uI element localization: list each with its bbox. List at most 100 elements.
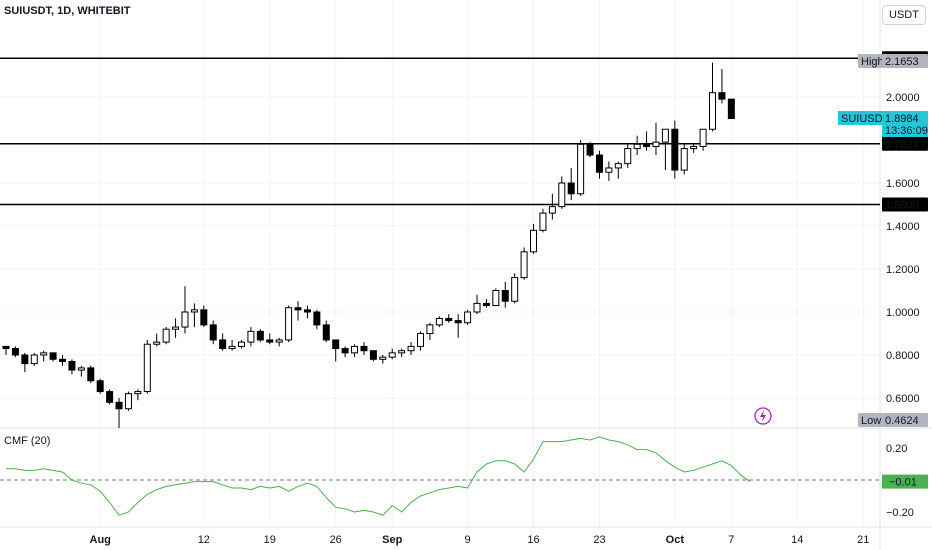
candle-body bbox=[11, 348, 19, 356]
candle-body bbox=[548, 206, 556, 214]
cmf-value-bg bbox=[882, 474, 928, 489]
time-tick-label: 23 bbox=[593, 534, 605, 546]
candle-body bbox=[190, 309, 198, 313]
candle-body bbox=[181, 311, 189, 328]
candle-body bbox=[464, 311, 472, 324]
grid bbox=[0, 0, 880, 527]
candle-body bbox=[351, 345, 359, 354]
candle-body bbox=[162, 328, 170, 343]
candle-body bbox=[21, 354, 29, 365]
candle-body bbox=[49, 352, 57, 360]
candle-body bbox=[68, 360, 76, 371]
time-tick-label: 21 bbox=[857, 534, 869, 546]
candle-body bbox=[285, 307, 293, 341]
candle-body bbox=[567, 182, 575, 195]
time-tick-label: 26 bbox=[330, 534, 342, 546]
candle-body bbox=[341, 348, 349, 354]
cmf-value-badge: −0.01 bbox=[889, 477, 917, 489]
candle-body bbox=[209, 324, 217, 341]
candle-body bbox=[435, 317, 443, 326]
candle-body bbox=[332, 339, 340, 350]
candle-body bbox=[2, 345, 10, 350]
time-tick-label: 14 bbox=[791, 534, 803, 546]
cmf-tick-label: 0.20 bbox=[886, 443, 907, 455]
time-tick-label: 16 bbox=[527, 534, 539, 546]
price-tick-label: 1.6000 bbox=[886, 178, 920, 190]
low-label-bg bbox=[858, 413, 882, 427]
candle-body bbox=[492, 290, 500, 307]
candle-body bbox=[228, 345, 236, 350]
level-badge: 1.5000 bbox=[885, 200, 919, 212]
candle-body bbox=[614, 163, 622, 169]
candle-body bbox=[511, 277, 519, 302]
candle-body bbox=[134, 391, 142, 395]
candle-body bbox=[605, 167, 613, 173]
candle-body bbox=[266, 339, 274, 343]
candle-body bbox=[690, 145, 698, 150]
cmf-tick-label: −0.20 bbox=[886, 507, 914, 519]
high-value-badge-bg bbox=[882, 54, 928, 68]
candle-body bbox=[115, 401, 123, 410]
high-label: High bbox=[861, 56, 884, 68]
currency-button[interactable]: USDT bbox=[882, 5, 926, 25]
candle-body bbox=[388, 352, 396, 358]
price-tick-label: 1.4000 bbox=[886, 221, 920, 233]
candle-body bbox=[727, 98, 735, 120]
candle-body bbox=[530, 229, 538, 253]
candle-body bbox=[87, 367, 95, 382]
candle-body bbox=[473, 302, 481, 313]
candle-body bbox=[238, 341, 245, 347]
candle-body bbox=[680, 148, 688, 171]
candle-body bbox=[482, 302, 490, 307]
high-label-bg bbox=[858, 54, 882, 68]
time-tick-label: 7 bbox=[728, 534, 734, 546]
candle-body bbox=[106, 391, 114, 403]
candle-body bbox=[445, 317, 453, 322]
price-tick-label: 0.6000 bbox=[886, 393, 920, 405]
candle-body bbox=[153, 341, 161, 345]
price-tick-label: 2.0000 bbox=[886, 92, 920, 104]
candle-body bbox=[558, 182, 566, 208]
symbol-title: SUIUSDT, 1D, WHITEBIT bbox=[4, 5, 131, 17]
candle-body bbox=[247, 330, 255, 343]
candle-body bbox=[313, 311, 321, 326]
candle-body bbox=[200, 309, 208, 326]
candle-body bbox=[577, 143, 585, 195]
candle-body bbox=[379, 356, 387, 360]
lightning-icon[interactable] bbox=[754, 407, 772, 425]
low-value-badge-bg bbox=[882, 413, 928, 427]
candle-body bbox=[360, 345, 368, 352]
candle-body bbox=[624, 148, 632, 165]
candle-body bbox=[124, 393, 132, 410]
price-tick-label: 1.2000 bbox=[886, 264, 920, 276]
candle-body bbox=[652, 141, 660, 147]
candle-body bbox=[595, 154, 603, 173]
time-tick-label: 19 bbox=[264, 534, 276, 546]
cmf-series-line bbox=[6, 436, 751, 516]
price-tick-label: 1.0000 bbox=[886, 307, 920, 319]
candle-body bbox=[275, 339, 283, 343]
price-tick-label: 0.8000 bbox=[886, 350, 920, 362]
last-price-symbol: SUIUSDT bbox=[841, 113, 890, 125]
candle-body bbox=[643, 143, 651, 147]
candle-body bbox=[671, 128, 679, 171]
candle-body bbox=[219, 339, 227, 350]
candle-body bbox=[143, 343, 151, 393]
candle-body bbox=[718, 92, 726, 100]
time-tick-label: 12 bbox=[198, 534, 210, 546]
time-tick-label: Aug bbox=[90, 534, 111, 546]
candle-body bbox=[398, 350, 406, 354]
bar-countdown: 13:36:09 bbox=[885, 125, 928, 137]
candle-body bbox=[586, 143, 594, 156]
candle-body bbox=[520, 251, 528, 279]
time-tick-label: 9 bbox=[465, 534, 471, 546]
candle-body bbox=[172, 326, 180, 330]
candle-body bbox=[30, 354, 38, 365]
candle-body bbox=[407, 345, 415, 352]
cmf-indicator-title[interactable]: CMF (20) bbox=[4, 435, 51, 447]
candle-body bbox=[369, 350, 377, 360]
candle-body bbox=[59, 358, 67, 362]
time-tick-label: Oct bbox=[666, 534, 685, 546]
last-price-value: 1.8984 bbox=[885, 113, 919, 125]
